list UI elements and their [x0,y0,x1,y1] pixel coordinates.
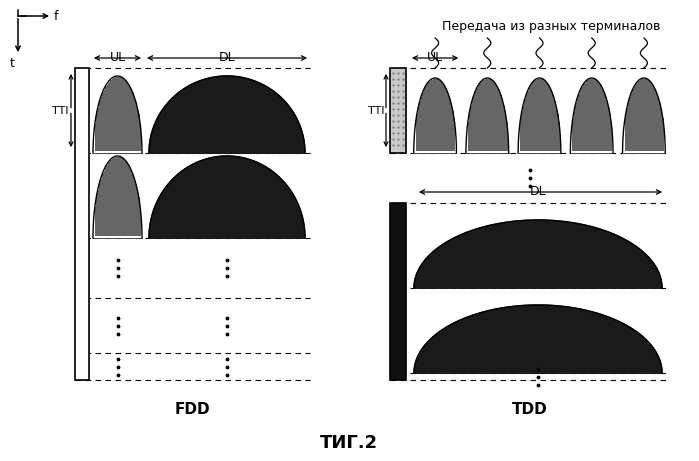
Text: DL: DL [530,185,547,198]
Polygon shape [93,156,142,238]
Text: f: f [54,11,59,24]
Text: UL: UL [110,51,126,64]
Polygon shape [518,78,561,153]
Text: TDD: TDD [512,402,548,417]
Text: ΤИГ.2: ΤИГ.2 [320,434,378,452]
Polygon shape [149,156,305,238]
Polygon shape [149,76,305,153]
Polygon shape [414,305,662,373]
Polygon shape [466,78,509,153]
Text: Передача из разных терминалов: Передача из разных терминалов [442,20,660,33]
Text: FDD: FDD [175,402,210,417]
Polygon shape [93,76,142,153]
Text: TTI: TTI [52,106,69,116]
Text: TTI: TTI [368,106,384,116]
Bar [390,203,406,380]
Text: t: t [10,57,15,70]
Polygon shape [414,220,662,288]
Text: UL: UL [427,51,443,64]
Bar [390,68,406,153]
Polygon shape [414,78,456,153]
Polygon shape [570,78,613,153]
Bar [75,68,89,380]
Text: DL: DL [219,51,236,64]
Polygon shape [623,78,665,153]
